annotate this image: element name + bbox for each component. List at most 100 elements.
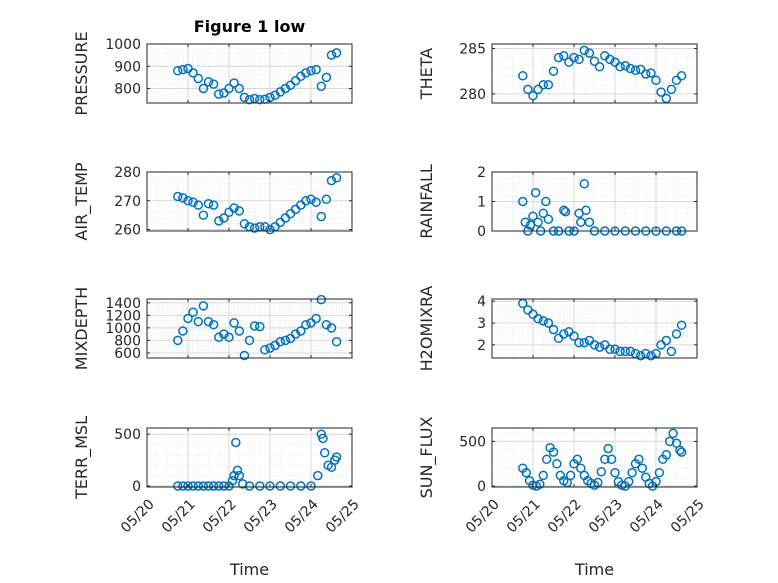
data-point	[231, 437, 241, 448]
data-point	[313, 470, 323, 481]
data-point	[559, 51, 569, 61]
data-point	[600, 454, 610, 465]
data-point	[244, 335, 255, 346]
series-mixdepth	[173, 294, 342, 361]
data-point	[219, 213, 229, 223]
x-tick-label: 05/23	[586, 496, 626, 536]
data-point	[605, 54, 615, 65]
data-point	[178, 481, 188, 491]
data-point	[605, 344, 615, 355]
data-point	[676, 320, 687, 330]
data-point	[306, 65, 316, 76]
data-point	[260, 345, 270, 355]
x-tick-label: 05/21	[159, 496, 199, 536]
data-point	[316, 429, 327, 439]
data-point	[178, 193, 188, 203]
axes-h2omixra: 2 3 4 H2OMIXRA	[417, 286, 698, 371]
data-point	[193, 200, 204, 210]
y-tick-label: 2	[477, 165, 486, 181]
data-point	[528, 211, 538, 222]
data-point	[198, 301, 209, 311]
data-point	[265, 224, 275, 235]
data-point	[301, 68, 311, 78]
data-point	[214, 216, 224, 226]
data-point	[326, 175, 337, 186]
data-point	[623, 476, 634, 487]
data-point	[630, 65, 641, 76]
x-tick-label: 05/20	[463, 496, 503, 536]
data-point	[666, 84, 677, 95]
data-point	[244, 481, 255, 491]
data-point	[229, 318, 239, 328]
data-point	[183, 313, 193, 324]
data-point	[620, 61, 631, 71]
data-point	[548, 66, 559, 76]
data-point	[538, 208, 549, 219]
data-point	[518, 71, 528, 81]
data-point	[208, 200, 219, 210]
data-point	[301, 196, 311, 206]
data-point	[610, 344, 620, 355]
data-point	[203, 481, 214, 491]
data-point	[533, 84, 543, 95]
axes-box	[491, 427, 698, 488]
axes-box	[146, 298, 353, 359]
data-point	[306, 481, 316, 491]
y-tick-label: 1000	[105, 321, 141, 337]
data-point	[203, 198, 214, 209]
data-point	[285, 481, 296, 491]
y-tick-label: 285	[459, 42, 486, 58]
data-point	[543, 80, 554, 90]
data-point	[178, 64, 188, 75]
axes-box	[146, 43, 353, 104]
x-axis-label: Time	[574, 560, 614, 579]
data-point	[579, 45, 590, 56]
y-tick-label: 1200	[105, 308, 141, 324]
data-point	[239, 350, 250, 361]
data-point	[193, 481, 204, 491]
y-tick-label: 280	[459, 87, 486, 103]
data-point	[331, 452, 342, 462]
data-point	[646, 68, 656, 78]
data-point	[620, 346, 631, 357]
y-tick-label: 1000	[105, 37, 141, 53]
data-point	[625, 346, 636, 357]
data-point	[318, 433, 328, 444]
data-point	[637, 463, 648, 473]
data-point	[520, 217, 531, 227]
data-point	[569, 331, 579, 341]
data-point	[326, 50, 337, 60]
data-point	[538, 470, 549, 481]
y-tick-label: 3	[477, 316, 486, 332]
data-point	[178, 326, 188, 336]
data-point	[627, 467, 637, 478]
data-point	[198, 83, 209, 94]
chart-title: Figure 1 low	[194, 17, 306, 36]
y-tick-label: 1400	[105, 296, 141, 312]
series-theta	[518, 45, 687, 104]
data-point	[625, 63, 636, 74]
data-point	[208, 481, 219, 491]
data-point	[319, 448, 330, 458]
data-point	[234, 206, 245, 216]
series-terr_msl	[173, 429, 342, 491]
axes-box	[146, 171, 353, 232]
x-tick-label: 05/24	[282, 496, 322, 536]
axes-theta: 280 285 THETA	[417, 42, 698, 104]
data-point	[331, 336, 342, 347]
data-point	[203, 77, 214, 87]
data-point	[646, 351, 656, 361]
data-point	[552, 459, 562, 469]
y-tick-label: 0	[477, 479, 486, 495]
data-point	[316, 81, 327, 92]
data-point	[188, 68, 198, 78]
y-axis-label: THETA	[417, 48, 436, 100]
x-tick-label: 05/23	[241, 496, 281, 536]
data-point	[173, 335, 183, 346]
y-axis-label: TERR_MSL	[72, 416, 92, 500]
y-tick-label: 260	[114, 223, 141, 239]
axes-box	[146, 427, 353, 488]
data-point	[615, 61, 625, 72]
data-point	[530, 187, 541, 198]
